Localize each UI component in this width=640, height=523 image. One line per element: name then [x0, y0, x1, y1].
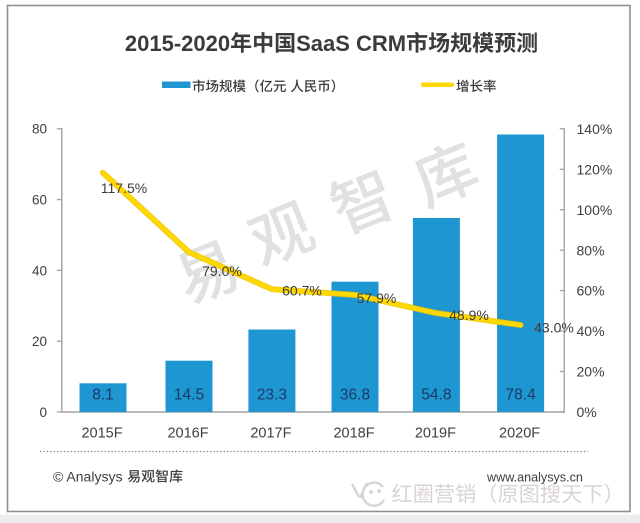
svg-text:57.9%: 57.9% — [357, 290, 397, 306]
svg-text:20: 20 — [32, 334, 47, 349]
svg-text:60: 60 — [32, 193, 47, 208]
svg-text:54.8: 54.8 — [421, 387, 451, 404]
svg-text:79.0%: 79.0% — [202, 263, 242, 279]
svg-text:2018F: 2018F — [333, 425, 374, 441]
svg-text:2017F: 2017F — [250, 425, 291, 441]
svg-text:www.analysys.cn: www.analysys.cn — [486, 470, 583, 484]
svg-text:140%: 140% — [577, 121, 613, 137]
svg-text:117.5%: 117.5% — [101, 180, 147, 196]
svg-text:48.9%: 48.9% — [449, 307, 489, 323]
svg-text:43.0%: 43.0% — [534, 320, 574, 336]
svg-text:60.7%: 60.7% — [282, 283, 322, 299]
svg-text:2020F: 2020F — [499, 425, 540, 441]
svg-text:40%: 40% — [577, 323, 605, 339]
svg-text:0%: 0% — [577, 404, 597, 420]
svg-text:0: 0 — [39, 405, 47, 420]
svg-text:2015-2020: 2015-2020 — [125, 31, 230, 56]
svg-text:100%: 100% — [577, 202, 613, 218]
svg-text:14.5: 14.5 — [174, 387, 204, 404]
svg-text:60%: 60% — [577, 283, 605, 299]
svg-text:36.8: 36.8 — [340, 387, 370, 404]
svg-text:2015F: 2015F — [81, 425, 122, 441]
svg-text:20%: 20% — [577, 364, 605, 380]
svg-text:2016F: 2016F — [167, 425, 208, 441]
svg-text:SaaS CRM: SaaS CRM — [296, 31, 406, 56]
svg-text:80: 80 — [32, 122, 47, 137]
svg-text:78.4: 78.4 — [506, 387, 537, 404]
svg-text:80%: 80% — [577, 242, 605, 258]
svg-text:© Analysys: © Analysys — [53, 468, 122, 484]
svg-text:120%: 120% — [577, 161, 613, 177]
svg-text:2019F: 2019F — [415, 425, 456, 441]
svg-text:8.1: 8.1 — [92, 387, 114, 404]
svg-text:40: 40 — [32, 263, 47, 278]
svg-text:23.3: 23.3 — [257, 387, 287, 404]
